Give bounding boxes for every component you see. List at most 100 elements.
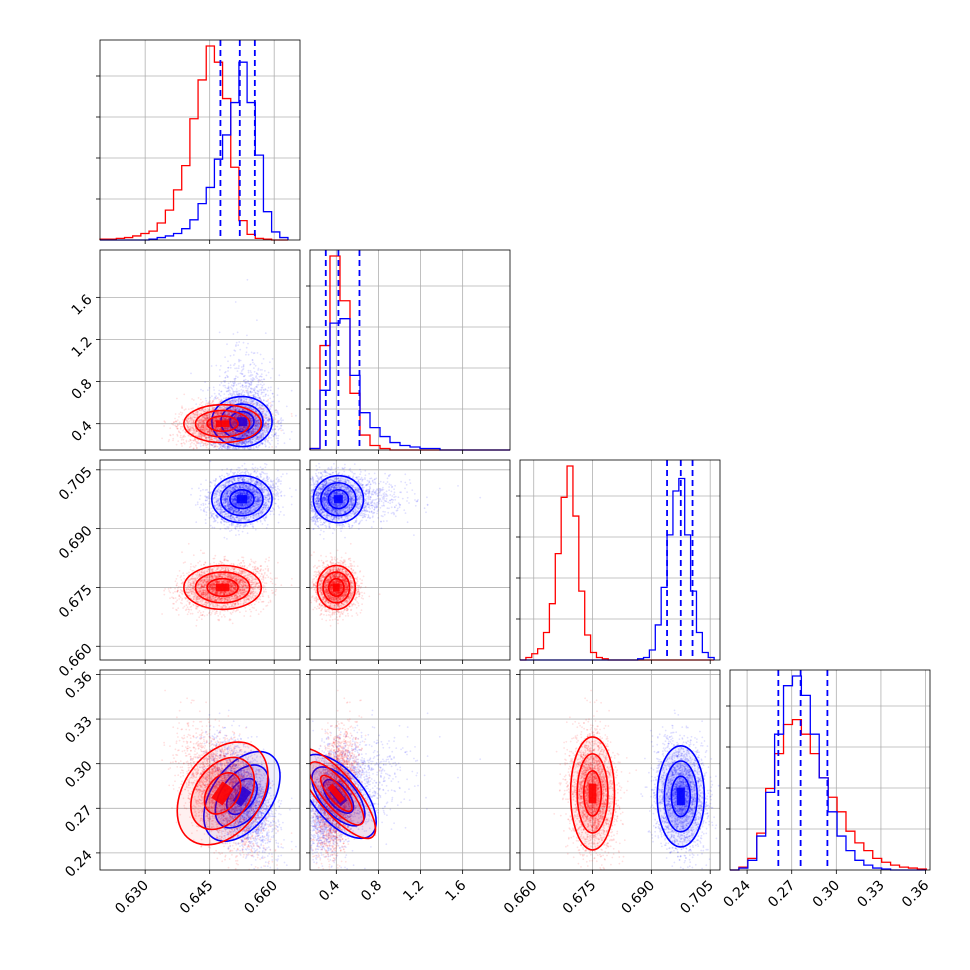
scatter-point bbox=[228, 413, 231, 416]
scatter-point bbox=[235, 375, 237, 378]
scatter-point bbox=[272, 421, 275, 424]
scatter-point bbox=[256, 377, 258, 380]
scatter-point bbox=[215, 364, 218, 367]
scatter-point bbox=[246, 381, 249, 384]
scatter-point bbox=[237, 390, 240, 392]
scatter-point bbox=[240, 435, 243, 438]
scatter-point bbox=[200, 388, 202, 391]
scatter-point bbox=[223, 393, 226, 395]
scatter-point bbox=[253, 389, 256, 392]
scatter-point bbox=[255, 419, 258, 422]
scatter-point bbox=[237, 392, 240, 395]
scatter-point bbox=[248, 375, 251, 377]
scatter-point bbox=[234, 407, 237, 410]
scatter-point bbox=[204, 397, 207, 400]
scatter-point bbox=[211, 433, 214, 436]
scatter-point bbox=[253, 387, 256, 389]
scatter-point bbox=[250, 433, 253, 436]
scatter-point bbox=[244, 443, 247, 446]
scatter-point bbox=[222, 418, 225, 421]
scatter-point bbox=[212, 446, 215, 448]
scatter-point bbox=[277, 413, 280, 416]
scatter-point bbox=[164, 421, 167, 424]
scatter-point bbox=[213, 398, 216, 400]
scatter-point bbox=[255, 419, 258, 422]
scatter-point bbox=[238, 448, 240, 450]
scatter-point bbox=[254, 364, 257, 367]
scatter-point bbox=[223, 381, 226, 384]
scatter-point bbox=[241, 434, 244, 437]
scatter-point bbox=[257, 402, 259, 405]
scatter-point bbox=[233, 443, 235, 445]
scatter-point bbox=[240, 398, 243, 401]
scatter-point bbox=[232, 424, 234, 427]
scatter-point bbox=[181, 405, 183, 408]
scatter-point bbox=[242, 368, 245, 370]
scatter-point bbox=[228, 445, 231, 448]
scatter-point bbox=[266, 419, 269, 421]
scatter-point bbox=[257, 383, 260, 386]
scatter-point bbox=[240, 433, 243, 436]
scatter-point bbox=[272, 400, 275, 403]
scatter-point bbox=[254, 420, 257, 423]
scatter-point bbox=[193, 442, 196, 445]
scatter-point bbox=[250, 371, 253, 374]
scatter-point bbox=[240, 393, 243, 396]
scatter-point bbox=[280, 424, 282, 427]
scatter-point bbox=[207, 389, 209, 391]
scatter-point bbox=[208, 387, 211, 389]
scatter-point bbox=[277, 437, 279, 440]
scatter-point bbox=[238, 360, 240, 363]
scatter-point bbox=[242, 428, 245, 431]
scatter-point bbox=[190, 445, 192, 448]
scatter-point bbox=[179, 436, 182, 439]
scatter-point bbox=[263, 439, 266, 442]
scatter-point bbox=[236, 376, 239, 378]
scatter-point bbox=[238, 428, 241, 431]
scatter-point bbox=[256, 352, 259, 354]
scatter-point bbox=[250, 351, 253, 354]
scatter-point bbox=[220, 410, 223, 413]
scatter-point bbox=[282, 419, 284, 422]
scatter-point bbox=[241, 391, 244, 394]
scatter-point bbox=[252, 394, 255, 396]
scatter-point bbox=[295, 414, 297, 417]
scatter-point bbox=[247, 438, 250, 441]
scatter-point bbox=[243, 391, 246, 394]
scatter-point bbox=[218, 418, 221, 421]
scatter-point bbox=[271, 434, 273, 436]
scatter-point bbox=[264, 332, 267, 334]
scatter-point bbox=[256, 373, 259, 376]
scatter-point bbox=[274, 431, 277, 434]
scatter-point bbox=[220, 381, 223, 384]
scatter-point bbox=[258, 389, 261, 391]
scatter-point bbox=[231, 394, 234, 397]
scatter-point bbox=[205, 399, 208, 402]
scatter-point bbox=[247, 353, 250, 356]
scatter-point bbox=[245, 389, 248, 392]
scatter-point bbox=[219, 365, 222, 367]
scatter-point bbox=[255, 419, 257, 422]
scatter-point bbox=[216, 431, 219, 434]
scatter-point bbox=[261, 362, 263, 365]
scatter-point bbox=[257, 425, 259, 428]
scatter-point bbox=[234, 447, 237, 449]
scatter-point bbox=[235, 341, 238, 344]
scatter-point bbox=[244, 425, 247, 428]
scatter-point bbox=[253, 363, 256, 366]
scatter-point bbox=[232, 399, 235, 402]
scatter-point bbox=[255, 423, 258, 426]
scatter-point bbox=[280, 417, 283, 419]
scatter-point bbox=[244, 432, 247, 435]
scatter-point bbox=[218, 432, 221, 434]
scatter-point bbox=[234, 400, 236, 403]
scatter-point bbox=[202, 409, 205, 412]
scatter-point bbox=[242, 386, 244, 389]
scatter-point bbox=[240, 388, 243, 391]
scatter-point bbox=[240, 442, 243, 445]
scatter-point bbox=[224, 376, 227, 379]
scatter-point bbox=[258, 379, 261, 382]
scatter-point bbox=[290, 430, 293, 433]
scatter-point bbox=[257, 367, 260, 370]
scatter-point bbox=[248, 385, 251, 388]
